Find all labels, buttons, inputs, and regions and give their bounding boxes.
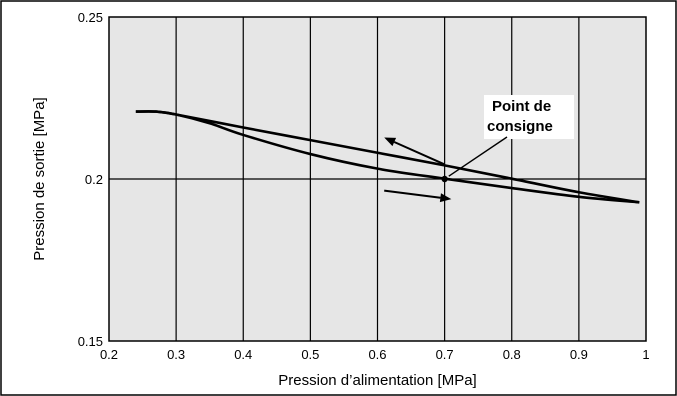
x-tick-label: 0.7 bbox=[436, 347, 454, 362]
x-tick-label: 0.4 bbox=[234, 347, 252, 362]
annotation-label-background bbox=[484, 95, 574, 139]
x-tick-label: 0.8 bbox=[503, 347, 521, 362]
direction-arrow-shaft bbox=[384, 189, 441, 199]
x-tick-label: 0.5 bbox=[301, 347, 319, 362]
arrow-layer bbox=[384, 137, 452, 203]
x-tick-label: 0.9 bbox=[570, 347, 588, 362]
x-axis-label: Pression d’alimentation [MPa] bbox=[278, 372, 476, 389]
x-tick-label: 1 bbox=[642, 347, 649, 362]
annotation-layer: Point de consigne bbox=[441, 95, 574, 183]
annotation-leader-line bbox=[448, 136, 508, 177]
y-tick-label: 0.15 bbox=[78, 334, 103, 349]
annotation-label-line-2: consigne bbox=[487, 118, 553, 135]
series-line-2 bbox=[135, 110, 640, 204]
direction-arrow-head bbox=[384, 137, 397, 147]
plot-border bbox=[108, 16, 647, 342]
y-axis-label: Pression de sortie [MPa] bbox=[31, 97, 48, 260]
x-tick-label: 0.2 bbox=[100, 347, 118, 362]
y-tick-label: 0.25 bbox=[78, 10, 103, 25]
y-tick-label: 0.2 bbox=[85, 172, 103, 187]
direction-arrow-head bbox=[439, 193, 452, 203]
x-tick-label: 0.3 bbox=[167, 347, 185, 362]
x-tick-label: 0.6 bbox=[368, 347, 386, 362]
annotation-label-line-1: Point de bbox=[492, 98, 551, 115]
direction-arrow-shaft bbox=[393, 141, 446, 166]
set-point-marker bbox=[441, 175, 448, 183]
series-layer bbox=[135, 110, 640, 204]
tick-labels: 0.2 0.3 0.4 0.5 0.6 0.7 0.8 0.9 10.150.20.25 bbox=[78, 10, 650, 362]
